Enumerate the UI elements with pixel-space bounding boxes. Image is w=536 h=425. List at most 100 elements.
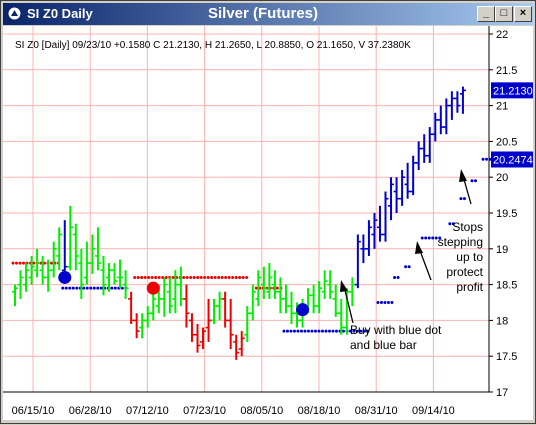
stop-dot-2-4	[147, 275, 151, 279]
stop-dot-4-3	[292, 329, 296, 333]
x-tick-4: 08/05/10	[240, 405, 283, 417]
x-tick-7: 09/14/10	[412, 405, 455, 417]
price-bar-66	[376, 205, 383, 242]
stop-dot-2-7	[157, 275, 161, 279]
price-bar-68	[388, 177, 395, 221]
price-bar-14	[89, 234, 96, 274]
stop-dot-2-17	[192, 275, 196, 279]
stops-arrow-2-head	[459, 169, 467, 182]
price-bar-22	[133, 313, 140, 339]
price-bar-18	[111, 263, 118, 285]
stop-dot-2-9	[164, 275, 168, 279]
price-bar-75	[426, 127, 433, 163]
stop-dot-2-23	[213, 275, 217, 279]
price-labels: 21.2130 20.2474	[491, 82, 533, 168]
price-bar-15	[94, 227, 101, 271]
stop-dot-12-0	[481, 157, 485, 161]
stop-dot-1-0	[61, 286, 65, 290]
y-tick-8: 21	[496, 101, 508, 113]
stop-dot-4-9	[313, 329, 317, 333]
stop-dot-9-0	[448, 222, 452, 226]
price-bar-54	[310, 284, 317, 314]
stop-dot-6-1	[396, 275, 400, 279]
price-bar-24	[144, 306, 151, 328]
stops-text-line-3: up to	[456, 250, 483, 264]
stop-dot-4-6	[303, 329, 307, 333]
stop-dot-2-22	[210, 275, 214, 279]
signal-marker-0	[58, 270, 72, 284]
stop-dot-2-28	[231, 275, 235, 279]
plot-area: 17 17.5 18 18.5 19 19.5 20 20.5 21 21.5 22 06/15/1…	[3, 26, 533, 420]
stop-dot-4-19	[348, 329, 352, 333]
price-bar-36	[211, 298, 218, 324]
price-bar-19	[117, 259, 124, 289]
x-tick-2: 07/12/10	[126, 405, 169, 417]
stop-dot-2-24	[217, 275, 221, 279]
price-bar-44	[255, 270, 262, 307]
title-bar[interactable]: SI Z0 Daily Silver (Futures) _ □ ×	[3, 3, 533, 25]
stop-dot-1-4	[75, 286, 79, 290]
price-bar-80	[454, 91, 461, 113]
price-bar-70	[399, 170, 406, 206]
stop-dot-4-0	[282, 329, 286, 333]
stop-dot-1-9	[92, 286, 96, 290]
price-bar-28	[166, 277, 173, 314]
stop-dot-0-2	[18, 261, 22, 265]
stop-dot-1-11	[99, 286, 103, 290]
stop-dot-5-2	[383, 301, 387, 304]
y-tick-9: 21.5	[496, 65, 517, 77]
stop-dot-5-4	[390, 301, 394, 304]
stop-dot-1-7	[85, 286, 89, 290]
price-bar-61	[349, 277, 356, 307]
price-label-0: 21.2130	[491, 82, 533, 99]
signal-markers	[58, 270, 310, 317]
price-bar-25	[150, 291, 157, 321]
x-tick-3: 07/23/10	[183, 405, 226, 417]
stop-dot-1-8	[89, 286, 93, 290]
stop-dot-1-10	[96, 286, 100, 290]
stop-dot-4-8	[310, 329, 314, 333]
stop-dot-1-3	[71, 286, 75, 290]
minimize-button[interactable]: _	[477, 6, 495, 22]
stop-dot-4-20	[352, 329, 356, 333]
stop-dot-0-6	[32, 261, 36, 265]
price-bar-29	[172, 270, 179, 314]
stop-dot-2-26	[224, 275, 228, 279]
stop-dot-8-4	[434, 236, 438, 240]
stop-dot-2-2	[140, 275, 144, 279]
price-bar-27	[161, 277, 168, 317]
stop-dot-8-0	[420, 236, 424, 240]
stop-dot-8-3	[431, 236, 435, 240]
close-button[interactable]: ×	[514, 6, 532, 22]
price-bar-23	[139, 313, 146, 339]
stop-dot-2-11	[171, 275, 175, 279]
stop-dot-2-19	[199, 275, 203, 279]
stop-dot-4-15	[334, 329, 338, 333]
price-bar-11	[72, 223, 79, 271]
stop-dot-0-1	[15, 261, 18, 265]
stop-dot-2-5	[150, 275, 154, 279]
stop-dot-2-6	[154, 275, 158, 279]
info-line: SI Z0 [Daily] 09/23/10 +0.1580 C 21.2130…	[15, 40, 411, 51]
price-bar-47	[271, 270, 278, 299]
y-tick-1: 17.5	[496, 351, 517, 363]
stops-text-line-1: Stops	[452, 220, 483, 234]
price-bar-12	[78, 248, 85, 299]
price-bar-33	[194, 323, 201, 353]
price-bar-13	[83, 241, 90, 285]
price-bar-69	[393, 177, 400, 213]
stop-dot-4-24	[366, 329, 370, 333]
stop-dot-2-20	[203, 275, 207, 279]
maximize-button[interactable]: □	[495, 6, 513, 22]
price-bar-40	[233, 334, 240, 360]
price-bar-77	[437, 105, 444, 135]
stop-dot-4-12	[324, 329, 328, 333]
stop-dot-8-1	[424, 236, 428, 240]
stop-dot-1-15	[113, 286, 117, 290]
window-short-title: SI Z0 Daily	[27, 6, 93, 21]
price-bar-37	[216, 291, 223, 321]
grid-lines	[3, 26, 489, 393]
price-bar-76	[432, 112, 439, 142]
signal-marker-2	[296, 303, 310, 317]
price-bar-79	[448, 91, 455, 120]
